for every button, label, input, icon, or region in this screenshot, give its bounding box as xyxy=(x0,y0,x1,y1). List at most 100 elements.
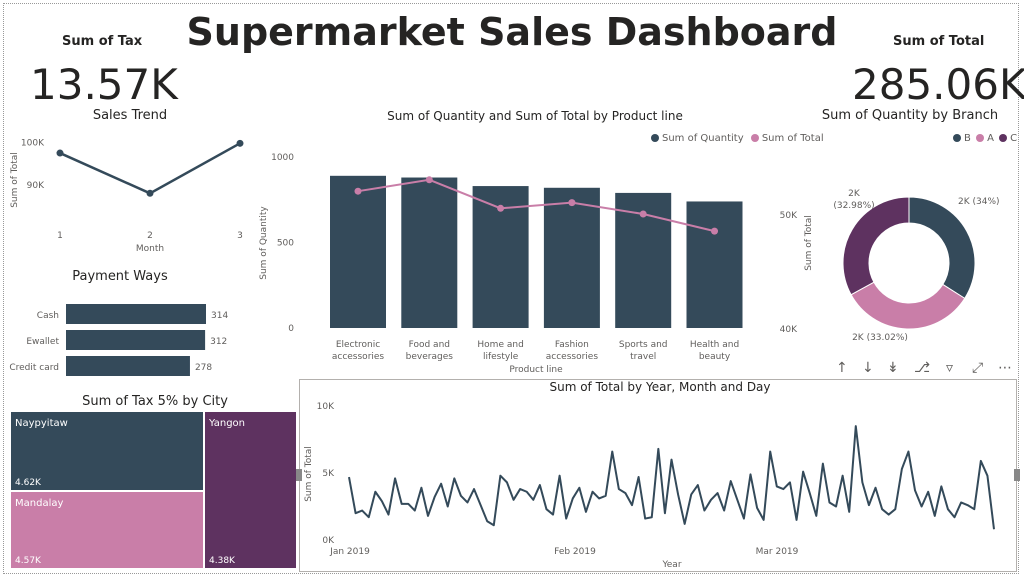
treemap-cell-naypyitaw[interactable]: Naypyitaw 4.62K xyxy=(10,411,204,491)
daily-x-tick: Feb 2019 xyxy=(554,547,596,557)
combo-category-label: Health and xyxy=(690,340,739,350)
legend-label-a: A xyxy=(987,133,994,144)
combo-total-point xyxy=(639,210,647,218)
combo-bar xyxy=(330,175,386,328)
city-treemap: Naypyitaw 4.62K Mandalay 4.57K Yangon 4.… xyxy=(10,411,297,569)
combo-y-tick: 500 xyxy=(277,239,294,249)
donut-slice xyxy=(842,196,910,296)
combo-category-label: lifestyle xyxy=(483,352,519,362)
combo-category-label: Sports and xyxy=(619,340,668,350)
trend-x-tick: 3 xyxy=(237,231,243,241)
daily-title: Sum of Total by Year, Month and Day xyxy=(549,380,771,394)
combo-category-label: Food and xyxy=(409,340,450,350)
combo-title: Sum of Quantity and Sum of Total by Prod… xyxy=(387,109,683,123)
legend-label-b: B xyxy=(964,133,971,144)
legend-swatch-a xyxy=(976,134,985,142)
treemap-cell-yangon[interactable]: Yangon 4.38K xyxy=(204,411,297,569)
legend-label-quantity: Sum of Quantity xyxy=(662,133,744,144)
daily-y-tick: 0K xyxy=(322,536,335,546)
combo-category-label: beverages xyxy=(406,352,454,362)
city-title: Sum of Tax 5% by City xyxy=(82,394,228,409)
donut-slice-label: 2K (33.02%) xyxy=(852,333,908,343)
report-canvas xyxy=(3,3,1019,574)
daily-x-label: Year xyxy=(661,560,681,570)
legend-swatch-c xyxy=(999,134,1008,142)
daily-total-line xyxy=(348,425,995,530)
donut-slice xyxy=(850,281,966,330)
treemap-label-yangon: Yangon xyxy=(209,418,246,429)
donut-slice xyxy=(908,196,976,300)
resize-handle-right[interactable] xyxy=(1014,469,1020,481)
arrow-up-icon[interactable]: ↑ xyxy=(836,360,848,376)
daily-x-tick: Mar 2019 xyxy=(756,547,799,557)
combo-total-point xyxy=(568,199,576,207)
payment-bar xyxy=(66,330,206,350)
combo-bar xyxy=(543,187,600,328)
combo-x-label: Product line xyxy=(509,365,563,375)
combo-category-label: beauty xyxy=(699,352,731,362)
daily-y-tick: 10K xyxy=(317,402,335,412)
trend-y-tick: 90K xyxy=(27,181,45,191)
branch-axis-label: Sum of Total xyxy=(804,215,814,271)
filter-icon[interactable]: ▿ xyxy=(946,360,954,376)
branch-title: Sum of Quantity by Branch xyxy=(821,108,999,123)
treemap-value-mandalay: 4.57K xyxy=(15,556,41,566)
daily-y-tick: 5K xyxy=(322,469,335,479)
payment-category-label: Ewallet xyxy=(26,337,59,347)
arrow-down-icon[interactable]: ↓ xyxy=(862,360,874,376)
combo-category-label: Fashion xyxy=(555,340,589,350)
legend-label-total: Sum of Total xyxy=(761,133,824,144)
combo-category-label: travel xyxy=(630,352,656,362)
legend-swatch-quantity xyxy=(651,134,659,142)
payment-category-label: Cash xyxy=(37,311,59,321)
daily-total-chart: 10K 5K 0K Sum of Total Jan 2019 Feb 2019 Mar 2… xyxy=(304,402,995,570)
legend-swatch-b xyxy=(953,134,961,142)
more-options-icon[interactable]: ⋯ xyxy=(998,360,1012,376)
payment-value-label: 278 xyxy=(195,363,212,373)
combo-y-label: Sum of Quantity xyxy=(259,206,269,280)
combo-bar xyxy=(686,201,743,328)
combo-total-point xyxy=(425,176,433,184)
treemap-cell-mandalay[interactable]: Mandalay 4.57K xyxy=(10,491,204,569)
trend-point xyxy=(236,139,244,147)
branch-axis-tick: 40K xyxy=(780,325,798,335)
donut-slice-label: 2K (34%) xyxy=(958,197,1000,207)
combo-total-line xyxy=(357,178,715,233)
payment-value-label: 314 xyxy=(211,311,228,321)
resize-handle-left[interactable] xyxy=(296,469,302,481)
sales-trend-title: Sales Trend xyxy=(92,108,168,123)
daily-x-tick: Jan 2019 xyxy=(329,547,370,557)
treemap-label-naypyitaw: Naypyitaw xyxy=(15,418,68,429)
tax-card-label: Sum of Tax xyxy=(62,34,143,49)
payment-chart: Cash 314 Ewallet 312 Credit card 278 xyxy=(9,304,228,376)
combo-category-label: Electronic xyxy=(336,340,380,350)
combo-total-point xyxy=(711,227,718,235)
legend-swatch-total xyxy=(750,134,759,142)
trend-point xyxy=(146,189,154,197)
combo-y-tick: 0 xyxy=(288,324,294,334)
trend-line xyxy=(59,142,241,195)
trend-x-label: Month xyxy=(136,244,164,254)
payment-bar xyxy=(66,304,206,324)
treemap-label-mandalay: Mandalay xyxy=(15,498,64,509)
expand-hierarchy-icon[interactable]: ⎇ xyxy=(914,360,931,376)
branch-legend: B A C xyxy=(953,133,1017,144)
treemap-value-naypyitaw: 4.62K xyxy=(15,478,41,488)
double-arrow-down-icon[interactable]: ↡ xyxy=(887,360,899,376)
branch-axis-tick: 50K xyxy=(780,211,798,221)
sales-trend-chart: 100K 90K 1 2 3 Month Sum of Total xyxy=(10,138,244,254)
focus-mode-icon[interactable]: ⤢ xyxy=(972,360,984,376)
combo-total-point xyxy=(497,204,505,212)
donut-slice-label: (32.98%) xyxy=(833,201,874,211)
trend-y-tick: 100K xyxy=(21,138,45,148)
payment-title: Payment Ways xyxy=(72,269,168,284)
combo-category-label: accessories xyxy=(332,352,385,362)
combo-category-label: accessories xyxy=(546,352,599,362)
branch-donut-chart: 2K (34%) 2K (33.02%) 2K (32.98%) 50K 40K Sum o… xyxy=(780,189,1000,343)
treemap-value-yangon: 4.38K xyxy=(209,556,235,566)
trend-y-label: Sum of Total xyxy=(10,152,20,208)
trend-x-tick: 2 xyxy=(147,231,153,241)
page-title: Supermarket Sales Dashboard xyxy=(186,10,838,54)
combo-chart: 1000 500 0 Sum of Quantity Electronic accesso… xyxy=(259,153,743,375)
donut-slice-label: 2K xyxy=(848,189,861,199)
